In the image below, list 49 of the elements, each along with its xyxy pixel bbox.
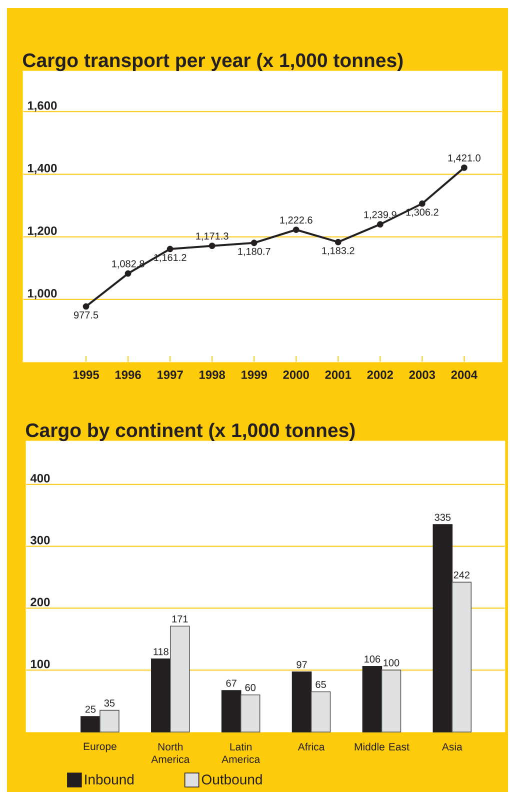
data-label: 977.5 bbox=[74, 311, 98, 319]
data-label: 1,222.6 bbox=[280, 216, 312, 225]
data-label: 242 bbox=[454, 571, 470, 578]
x-tick-label: 1998 bbox=[199, 370, 226, 380]
data-label: 100 bbox=[384, 659, 400, 666]
x-tick-label: 1999 bbox=[242, 370, 267, 380]
chart-title: Cargo by continent (x 1,000 tonnes) bbox=[26, 422, 355, 442]
chart-title: Cargo transport per year (x 1,000 tonnes) bbox=[23, 52, 403, 72]
y-tick-label: 200 bbox=[30, 598, 50, 606]
x-tick-label: 2003 bbox=[409, 370, 436, 380]
y-tick-label: 1,200 bbox=[28, 226, 57, 237]
data-label: 97 bbox=[296, 661, 307, 668]
x-tick-label: 2000 bbox=[283, 370, 309, 380]
x-tick-label: Middle East bbox=[354, 742, 410, 751]
data-label: 1,180.7 bbox=[238, 248, 270, 256]
x-tick-label: Latin America bbox=[222, 742, 260, 764]
data-label: 1,161.2 bbox=[154, 254, 186, 262]
data-label: 67 bbox=[226, 680, 236, 687]
data-label: 1,421.0 bbox=[448, 154, 480, 163]
data-label: 106 bbox=[364, 656, 380, 663]
data-label: 35 bbox=[104, 700, 115, 707]
data-label: 1,306.2 bbox=[406, 208, 438, 217]
x-tick-label: 1997 bbox=[157, 370, 183, 380]
data-label: 1,183.2 bbox=[322, 247, 354, 256]
x-tick-label: Europe bbox=[84, 742, 116, 752]
data-label: 1,239.9 bbox=[364, 211, 396, 220]
data-label: 25 bbox=[85, 706, 96, 713]
x-tick-label: 2004 bbox=[451, 370, 478, 380]
data-label: 65 bbox=[316, 680, 326, 688]
legend-label: Inbound bbox=[85, 774, 134, 784]
y-tick-label: 300 bbox=[30, 536, 50, 544]
data-label: 118 bbox=[154, 648, 168, 656]
x-tick-label: Africa bbox=[298, 742, 325, 751]
y-tick-label: 100 bbox=[30, 660, 50, 668]
data-label: 335 bbox=[434, 514, 451, 521]
x-tick-label: 1996 bbox=[115, 370, 141, 380]
y-tick-label: 1,400 bbox=[28, 164, 57, 174]
y-tick-label: 1,000 bbox=[28, 289, 57, 300]
x-tick-label: 1995 bbox=[73, 370, 100, 380]
data-label: 1,082.8 bbox=[112, 260, 144, 269]
y-tick-label: 1,600 bbox=[28, 101, 57, 112]
y-tick-label: 400 bbox=[30, 474, 50, 482]
data-label: 171 bbox=[172, 616, 188, 622]
x-tick-label: 2002 bbox=[367, 370, 394, 380]
x-tick-label: Asia bbox=[442, 742, 462, 751]
data-label: 60 bbox=[245, 684, 256, 692]
legend-label: Outbound bbox=[202, 774, 262, 784]
x-tick-label: 2001 bbox=[325, 370, 352, 380]
x-tick-label: North America bbox=[151, 742, 190, 764]
